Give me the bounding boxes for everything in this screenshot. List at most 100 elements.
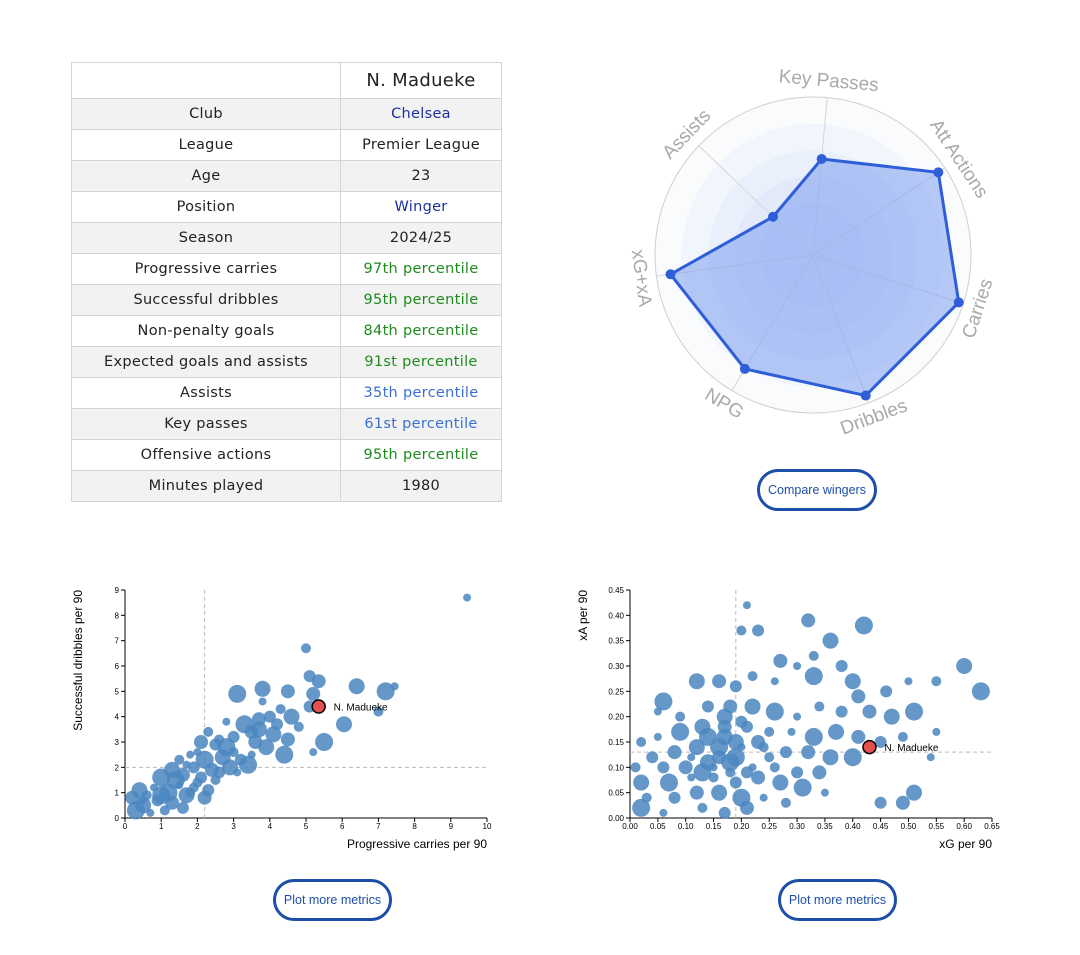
data-point	[233, 768, 242, 777]
data-point	[835, 705, 848, 718]
data-point	[192, 777, 203, 788]
data-point	[727, 734, 744, 750]
y-tick-label: 0.40	[608, 611, 624, 620]
data-point	[309, 748, 318, 757]
data-point	[166, 771, 185, 789]
data-point	[874, 736, 887, 748]
radar-axis-label: xG+xA	[627, 248, 656, 308]
scatter-xa-vs-xg: 0.00 0.05 0.10 0.15 0.20 0.25 0.30 0.35 0.40 0.45…	[576, 586, 1000, 851]
data-point	[159, 805, 170, 816]
x-axis-label: Progressive carries per 90	[347, 837, 487, 851]
data-point	[708, 772, 719, 783]
y-tick-label: 0.00	[608, 814, 624, 823]
data-point	[131, 782, 148, 799]
x-axis-label: xG per 90	[939, 837, 992, 851]
y-tick-label: 0.15	[608, 738, 624, 747]
table-row: Season 2024/25	[71, 222, 502, 254]
y-axis-label: Successful dribbles per 90	[71, 590, 85, 731]
data-point	[764, 726, 775, 737]
data-point	[222, 717, 231, 726]
data-point	[793, 662, 802, 670]
radar-point	[768, 211, 779, 222]
data-point	[906, 784, 923, 801]
row-label: League	[71, 129, 341, 161]
y-tick-label: 0.45	[608, 586, 624, 595]
data-point	[186, 750, 195, 759]
x-tick-label: 0.00	[622, 822, 638, 831]
y-tick-label: 0.25	[608, 687, 624, 696]
data-point	[712, 750, 727, 765]
x-tick-label: 2	[195, 822, 200, 831]
row-label: Age	[71, 160, 341, 192]
data-point	[306, 686, 321, 701]
radar-axis-label: Key Passes	[778, 66, 880, 96]
x-tick-label: 0.65	[984, 822, 1000, 831]
table-row: Non-penalty goals 84th percentile	[71, 315, 502, 347]
y-tick-label: 9	[115, 586, 120, 595]
data-point	[254, 680, 271, 697]
data-point	[751, 770, 766, 785]
row-value: 97th percentile	[340, 253, 502, 285]
data-point	[653, 732, 662, 741]
data-point	[883, 708, 900, 725]
header-empty-cell	[71, 62, 341, 99]
x-tick-label: 1	[159, 822, 164, 831]
scatter-dribbles-vs-carries: 0 1 2 3 4 5 6 7 8 9 10 0 1 2 3 4 5 6 7 8 9 N. Madueke Progress…	[71, 586, 492, 851]
data-point	[187, 761, 200, 774]
data-point	[265, 726, 282, 743]
row-value: 1980	[340, 470, 502, 502]
data-point	[709, 763, 718, 772]
plot-more-metrics-button[interactable]: Plot more metrics	[778, 879, 897, 921]
data-point	[275, 704, 286, 715]
row-label: Offensive actions	[71, 439, 341, 471]
data-point	[244, 724, 259, 739]
highlight-point	[862, 739, 877, 755]
data-point	[718, 806, 731, 819]
table-row: Key passes 61st percentile	[71, 408, 502, 440]
data-point	[688, 739, 705, 756]
y-tick-label: 0.30	[608, 662, 624, 671]
data-point	[687, 753, 696, 762]
table-row: Successful dribbles 95th percentile	[71, 284, 502, 316]
data-point	[213, 766, 226, 779]
data-point	[126, 801, 145, 820]
data-point	[217, 738, 236, 757]
row-value: 91st percentile	[340, 346, 502, 378]
data-point	[193, 748, 202, 757]
data-point	[759, 793, 768, 802]
highlight-label: N. Madueke	[334, 703, 388, 714]
y-tick-label: 3	[115, 738, 120, 747]
row-value: 23	[340, 160, 502, 192]
compare-wingers-button[interactable]: Compare wingers	[757, 469, 877, 511]
y-tick-label: 0.05	[608, 789, 624, 798]
data-point	[808, 650, 819, 661]
data-point	[667, 745, 682, 760]
x-tick-label: 0.15	[706, 822, 722, 831]
plot-more-metrics-button[interactable]: Plot more metrics	[273, 879, 392, 921]
data-point	[793, 712, 802, 721]
data-point	[659, 773, 678, 792]
data-point	[742, 601, 751, 610]
data-point	[780, 797, 791, 808]
data-point	[926, 753, 935, 762]
data-point	[182, 760, 191, 769]
x-tick-label: 0.55	[929, 822, 945, 831]
data-point	[793, 778, 812, 797]
data-point	[348, 678, 365, 695]
profile-table: N. Madueke Club Chelsea League Premier Leag…	[71, 62, 502, 502]
data-point	[736, 625, 747, 636]
data-point	[689, 785, 704, 800]
data-point	[791, 766, 804, 779]
x-tick-label: 3	[231, 822, 236, 831]
data-point	[146, 808, 155, 817]
table-row: Age 23	[71, 160, 502, 192]
x-tick-label: 0.35	[817, 822, 833, 831]
x-tick-label: 8	[412, 822, 417, 831]
y-tick-label: 0.10	[608, 763, 624, 772]
data-point	[895, 795, 910, 810]
data-point	[971, 682, 990, 701]
data-point	[275, 745, 294, 764]
x-tick-label: 0.50	[901, 822, 917, 831]
data-point	[228, 684, 247, 703]
x-tick-label: 0.30	[789, 822, 805, 831]
